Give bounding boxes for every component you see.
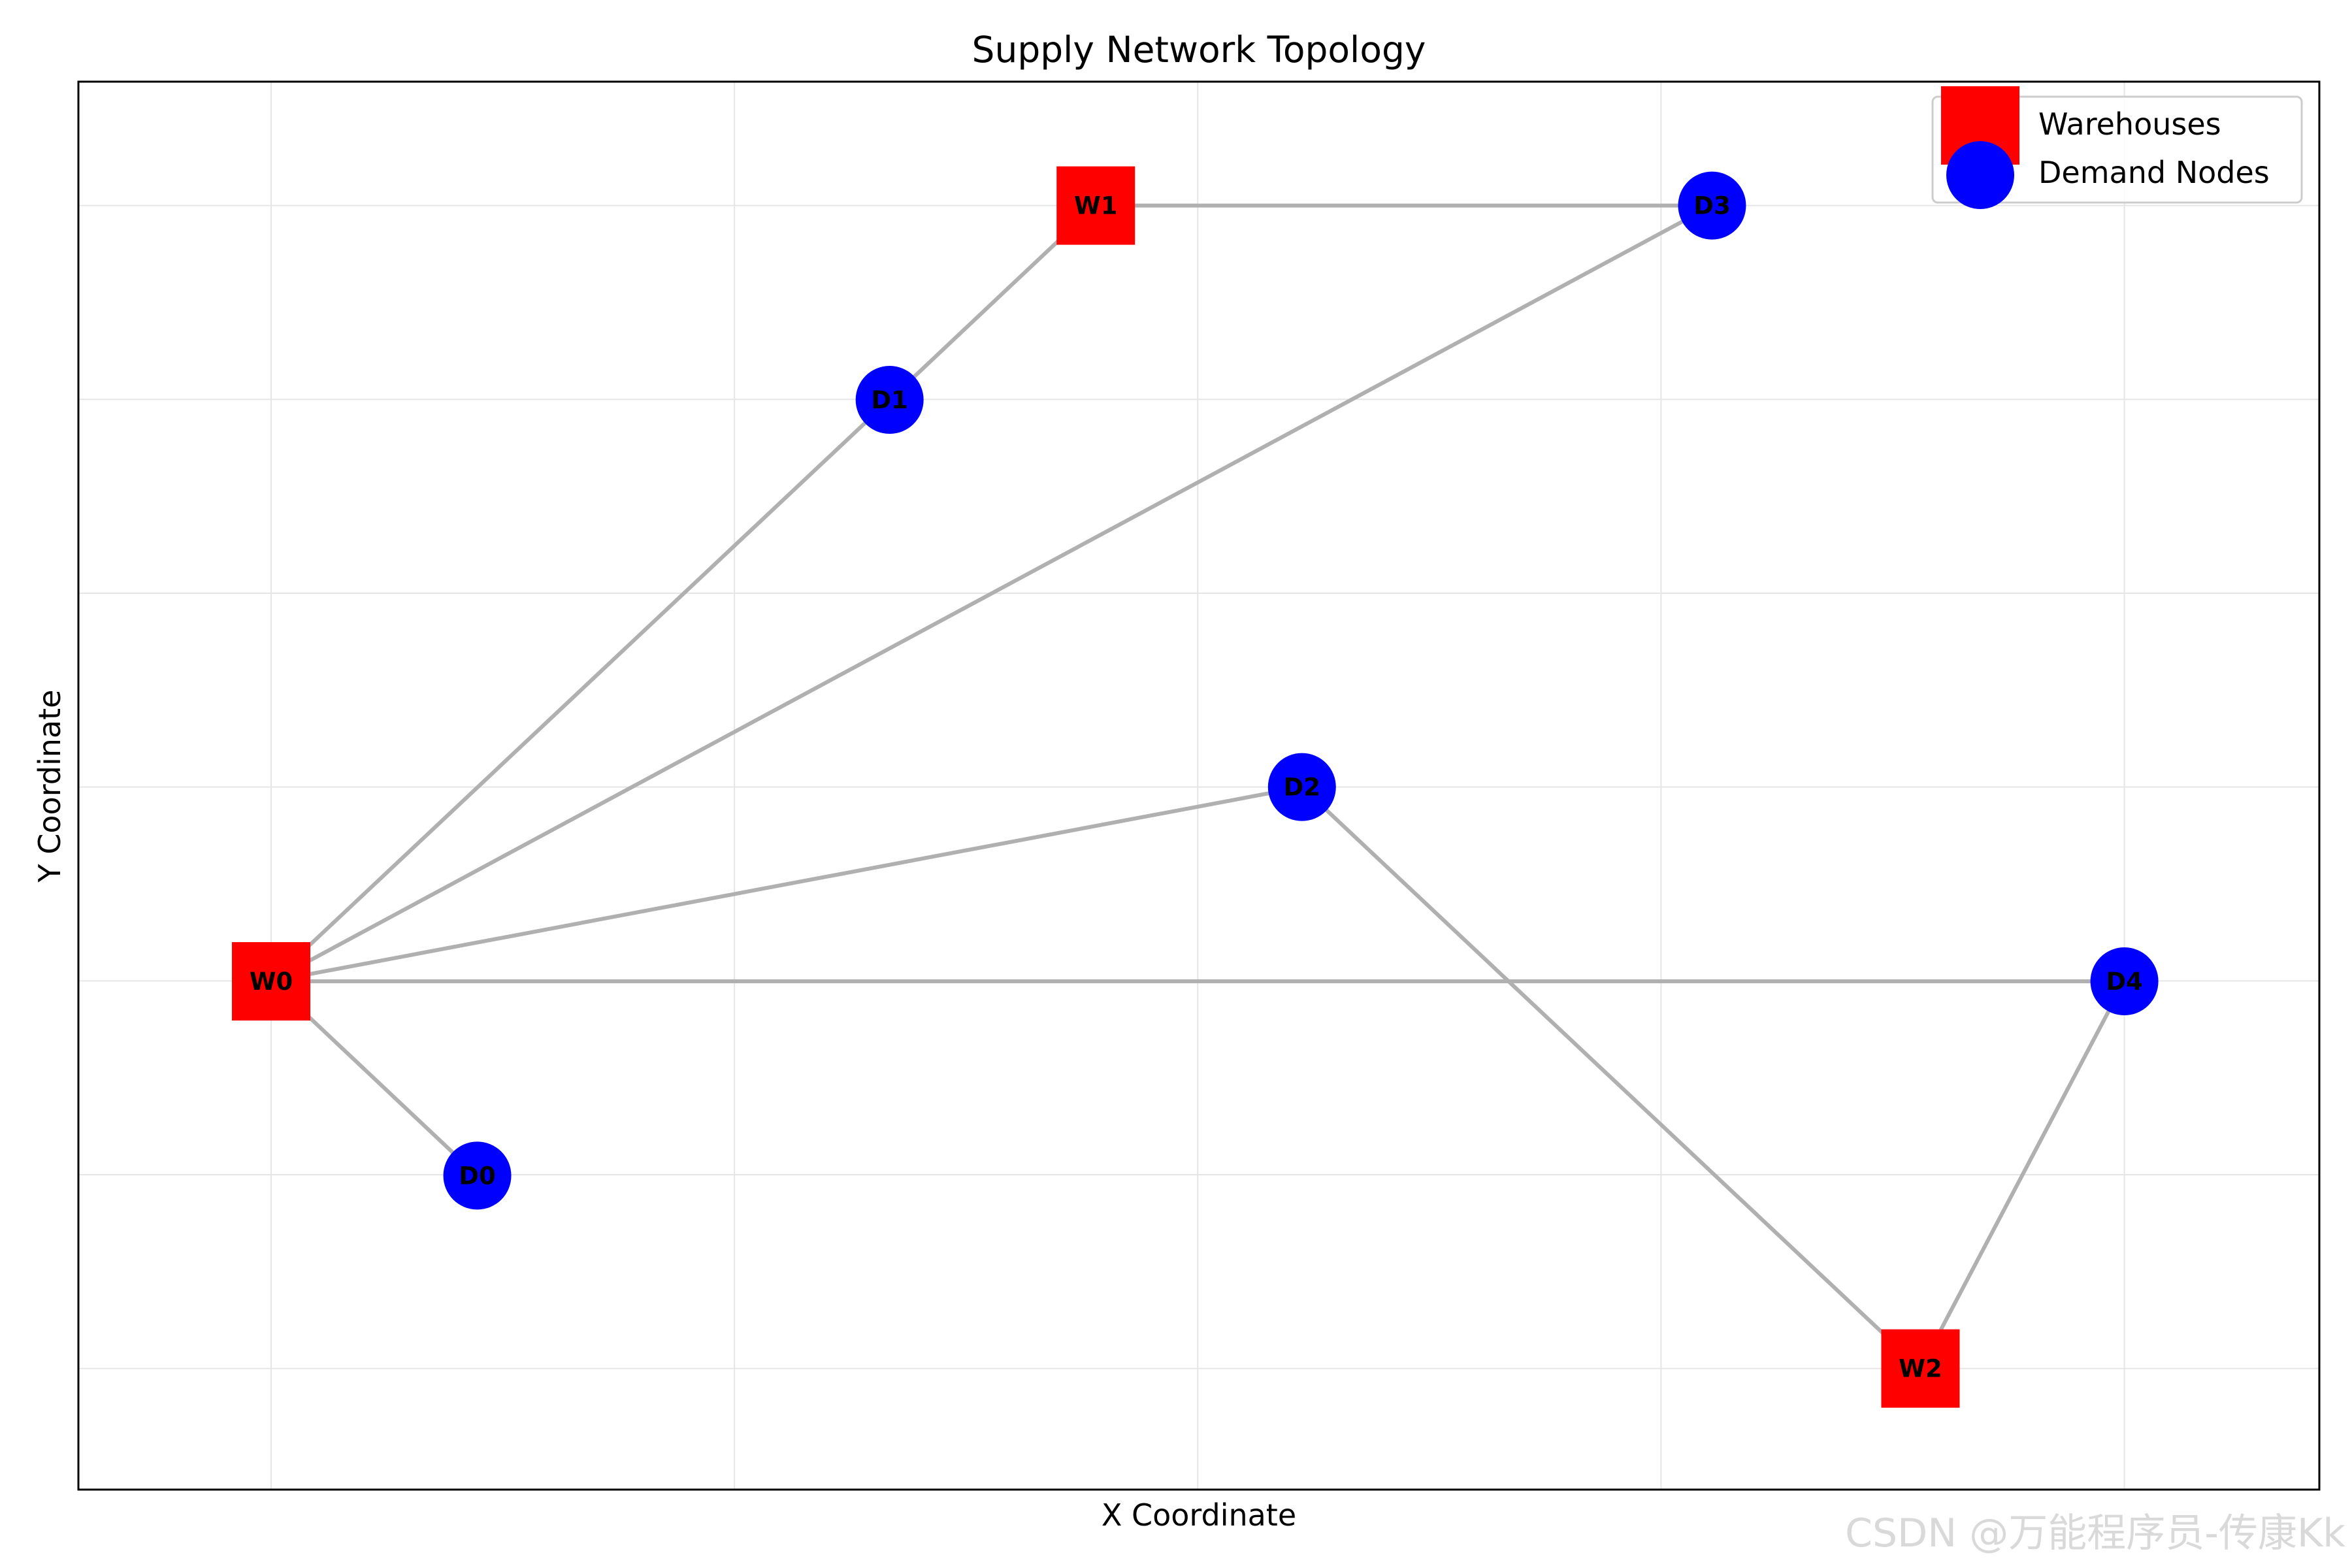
warehouse-marker-w2 bbox=[1881, 1329, 1960, 1408]
demand-marker-d3 bbox=[1678, 171, 1746, 240]
demand-marker-d4 bbox=[2090, 947, 2159, 1016]
legend-demand-label: Demand Nodes bbox=[2038, 155, 2270, 190]
watermark: CSDN @万能程序员-传康Kk bbox=[1845, 1511, 2345, 1556]
demand-marker-d2 bbox=[1267, 753, 1336, 821]
edge-w2-d2 bbox=[1300, 785, 1922, 1370]
node-label-w0: W0 bbox=[250, 968, 293, 996]
edge-w0-d1 bbox=[269, 398, 891, 983]
node-label-w1: W1 bbox=[1074, 192, 1118, 220]
node-label-d4: D4 bbox=[2106, 968, 2142, 996]
y-axis-label: Y Coordinate bbox=[32, 690, 67, 883]
legend-demand-marker bbox=[1946, 141, 2014, 209]
chart-title: Supply Network Topology bbox=[972, 29, 1426, 71]
legend: Warehouses Demand Nodes bbox=[1931, 86, 2303, 209]
node-label-d1: D1 bbox=[871, 386, 907, 414]
x-axis-label: X Coordinate bbox=[1102, 1497, 1296, 1533]
node-label-w2: W2 bbox=[1899, 1355, 1942, 1383]
legend-warehouses-label: Warehouses bbox=[2038, 106, 2221, 142]
node-label-d0: D0 bbox=[459, 1162, 495, 1190]
edge-w0-d2 bbox=[270, 785, 1303, 983]
legend-box bbox=[1931, 95, 2303, 204]
node-label-d2: D2 bbox=[1284, 774, 1320, 802]
demand-marker-d0 bbox=[443, 1141, 512, 1210]
node-label-d3: D3 bbox=[1693, 192, 1730, 220]
edges bbox=[269, 203, 2127, 1370]
warehouse-marker-w0 bbox=[231, 942, 310, 1021]
warehouse-marker-w1 bbox=[1056, 166, 1135, 245]
edge-w0-d3 bbox=[270, 203, 1713, 983]
edge-w2-d4 bbox=[1918, 980, 2127, 1370]
demand-marker-d1 bbox=[855, 366, 924, 434]
nodes: W0 W1 W2 D0 D1 D2 D3 D4 bbox=[231, 166, 2159, 1408]
plot-frame bbox=[77, 80, 2321, 1491]
